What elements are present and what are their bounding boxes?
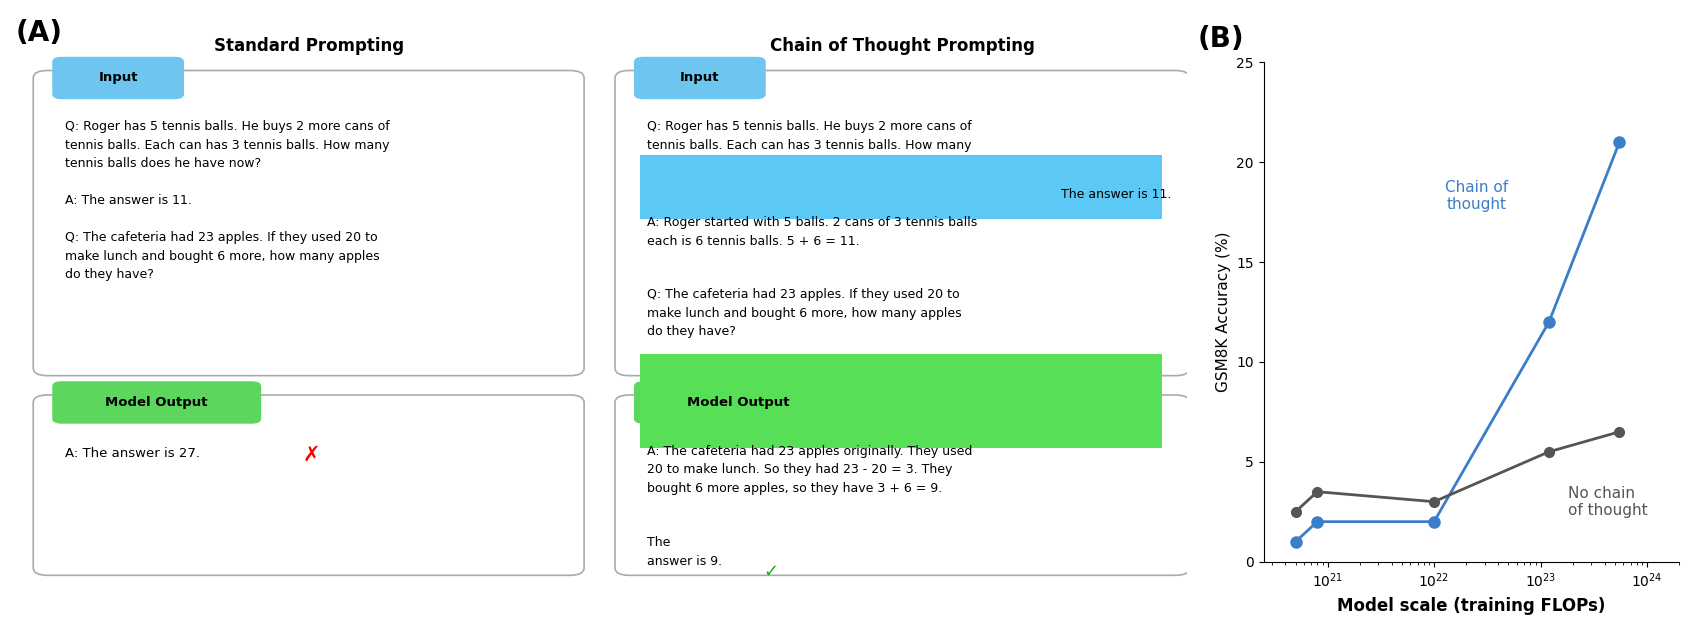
Text: ✓: ✓ — [763, 563, 778, 581]
Text: A: The cafeteria had 23 apples originally. They used
20 to make lunch. So they h: A: The cafeteria had 23 apples originall… — [648, 445, 972, 495]
Text: Input: Input — [98, 72, 137, 84]
X-axis label: Model scale (training FLOPs): Model scale (training FLOPs) — [1336, 597, 1606, 615]
FancyBboxPatch shape — [53, 57, 183, 99]
Text: The
answer is 9.: The answer is 9. — [648, 536, 722, 568]
Text: A: Roger started with 5 balls. 2 cans of 3 tennis balls
each is 6 tennis balls. : A: Roger started with 5 balls. 2 cans of… — [648, 217, 977, 248]
FancyBboxPatch shape — [639, 354, 1162, 448]
Text: Model Output: Model Output — [105, 396, 209, 409]
Text: The answer is 11.: The answer is 11. — [1057, 188, 1170, 201]
Text: ✗: ✗ — [302, 445, 321, 465]
Y-axis label: GSM8K Accuracy (%): GSM8K Accuracy (%) — [1216, 232, 1231, 392]
Text: Q: Roger has 5 tennis balls. He buys 2 more cans of
tennis balls. Each can has 3: Q: Roger has 5 tennis balls. He buys 2 m… — [64, 120, 390, 281]
FancyBboxPatch shape — [634, 381, 843, 424]
FancyBboxPatch shape — [639, 155, 1162, 220]
Text: Q: The cafeteria had 23 apples. If they used 20 to
make lunch and bought 6 more,: Q: The cafeteria had 23 apples. If they … — [648, 288, 962, 338]
Text: No chain
of thought: No chain of thought — [1567, 485, 1647, 518]
FancyBboxPatch shape — [616, 71, 1189, 376]
FancyBboxPatch shape — [634, 57, 765, 99]
Text: (A): (A) — [15, 19, 63, 47]
Text: Input: Input — [680, 72, 719, 84]
Text: A: The answer is 27.: A: The answer is 27. — [64, 447, 200, 461]
FancyBboxPatch shape — [34, 395, 583, 575]
Text: Standard Prompting: Standard Prompting — [214, 37, 404, 56]
FancyBboxPatch shape — [616, 395, 1189, 575]
Text: Q: Roger has 5 tennis balls. He buys 2 more cans of
tennis balls. Each can has 3: Q: Roger has 5 tennis balls. He buys 2 m… — [648, 120, 972, 170]
Text: Chain of Thought Prompting: Chain of Thought Prompting — [770, 37, 1035, 56]
Text: Chain of
thought: Chain of thought — [1445, 180, 1508, 212]
FancyBboxPatch shape — [53, 381, 261, 424]
Text: (B): (B) — [1197, 25, 1243, 53]
Text: Model Output: Model Output — [687, 396, 790, 409]
FancyBboxPatch shape — [34, 71, 583, 376]
